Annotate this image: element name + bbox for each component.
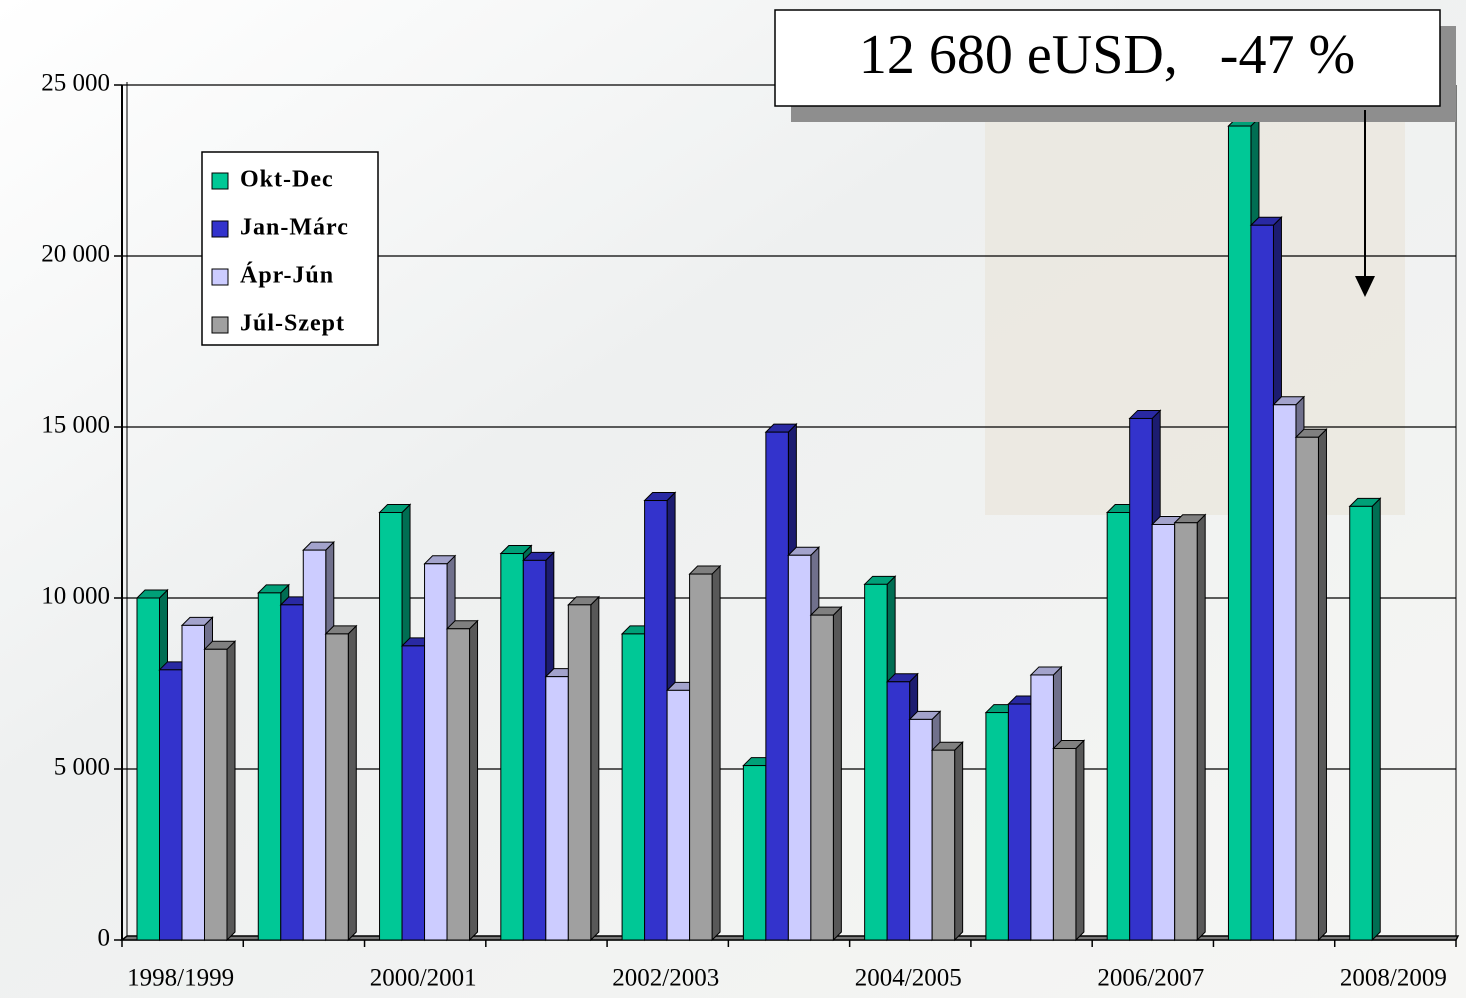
bar-front	[424, 563, 448, 941]
bar	[567, 595, 601, 942]
bar-front	[567, 604, 592, 941]
bar	[688, 564, 722, 942]
bar	[1348, 497, 1382, 942]
x-tick-label: 2004/2005	[855, 965, 962, 992]
bar-front	[742, 765, 767, 941]
bar-front	[401, 645, 426, 941]
bar-front	[1030, 674, 1054, 941]
bar-side	[1196, 513, 1206, 942]
annotation-text: 12 680 eUSD, -47 %	[859, 24, 1355, 86]
x-tick-label: 2002/2003	[612, 965, 719, 992]
bar-front	[864, 583, 888, 941]
bar-side	[347, 624, 357, 942]
bar-front	[1174, 522, 1198, 941]
x-tick-label: 2006/2007	[1097, 965, 1204, 992]
annotation-arrowhead	[1355, 276, 1375, 297]
background-picture	[985, 100, 1405, 515]
bar-side	[590, 595, 600, 942]
y-tick-label: 20 000	[41, 241, 110, 268]
bar-front	[1250, 224, 1274, 941]
legend-swatch	[211, 316, 229, 334]
bar	[1173, 513, 1207, 942]
bar	[1052, 739, 1086, 942]
bar-side	[1371, 497, 1381, 942]
legend-box	[201, 151, 379, 346]
x-tick-label: 1998/1999	[127, 965, 234, 992]
bar-side	[1317, 428, 1327, 942]
bar-side	[832, 605, 842, 942]
bar-front	[644, 500, 668, 941]
y-tick-label: 0	[98, 925, 111, 952]
bar-front	[787, 554, 812, 941]
bar-front	[204, 648, 228, 941]
bar-front	[522, 559, 547, 941]
bar-front	[1007, 703, 1032, 941]
legend-label: Júl-Szept	[240, 311, 345, 337]
legend: Okt-Dec Jan-Márc Ápr-Jún Júl-Szept	[201, 151, 379, 346]
bar-front	[810, 614, 834, 941]
legend-swatch	[211, 172, 229, 190]
bar-front	[1106, 512, 1131, 941]
bar-front	[446, 628, 471, 941]
bar	[445, 619, 479, 942]
bar-front	[765, 431, 789, 941]
bar-front	[689, 573, 713, 941]
y-tick-label: 25 000	[41, 70, 110, 97]
bar-front	[500, 553, 524, 941]
bar	[203, 640, 237, 942]
bar-side	[1075, 739, 1085, 942]
bar	[324, 624, 358, 942]
bar-front	[1272, 404, 1297, 941]
bar-front	[1349, 505, 1373, 941]
legend-label: Okt-Dec	[240, 167, 334, 193]
bar-front	[379, 512, 403, 941]
bar-front	[302, 549, 327, 941]
y-tick-label: 5 000	[54, 754, 110, 781]
x-tick-label: 2008/2009	[1340, 965, 1447, 992]
bar-front	[1295, 436, 1319, 941]
bar-side	[226, 640, 236, 942]
annotation: 12 680 eUSD, -47 %	[774, 9, 1456, 297]
bar-side	[711, 564, 721, 942]
legend-label: Ápr-Jún	[240, 263, 334, 289]
bar-side	[954, 740, 964, 942]
bar	[643, 491, 677, 942]
bar-front	[545, 676, 569, 941]
bar-front	[1129, 417, 1153, 941]
bar-front	[181, 624, 205, 941]
bar-front	[280, 604, 304, 941]
x-tick-label: 2000/2001	[370, 965, 477, 992]
y-tick-label: 10 000	[41, 583, 110, 610]
bar-front	[931, 749, 956, 941]
bar-front	[1151, 523, 1176, 941]
annotation-box	[774, 9, 1441, 107]
bar-front	[1052, 747, 1077, 941]
bar	[930, 740, 964, 942]
bar-side	[469, 619, 479, 942]
bar	[809, 605, 843, 942]
legend-label: Jan-Márc	[240, 215, 349, 241]
bar-front	[257, 592, 282, 941]
bar-front	[1227, 125, 1252, 941]
bar-front	[621, 633, 646, 941]
legend-swatch	[211, 220, 229, 238]
bar-front	[136, 597, 160, 941]
bar-front	[985, 712, 1009, 941]
bar-front	[909, 718, 933, 941]
y-tick-label: 15 000	[41, 412, 110, 439]
bar-front	[159, 669, 183, 941]
legend-swatch	[211, 268, 229, 286]
bar	[1294, 428, 1328, 942]
plot-area: 0 5 000 10 000 15 000 20 000 25 000 1998/1999 2…	[41, 70, 1460, 992]
bar-front	[886, 681, 911, 941]
bar-front	[325, 633, 349, 941]
bar-front	[666, 689, 691, 941]
